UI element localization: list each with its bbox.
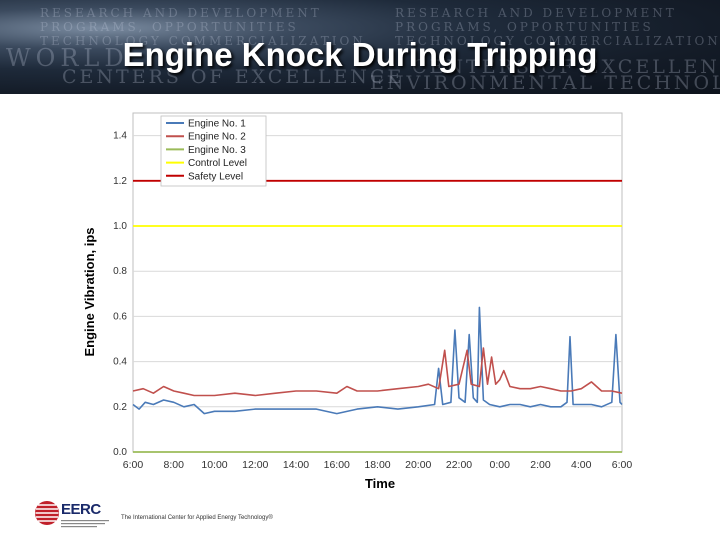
x-tick-label: 2:00 (530, 459, 551, 471)
y-tick-label: 0.0 (113, 447, 127, 458)
slide-title: Engine Knock During Tripping (122, 36, 598, 73)
footer-tagline: The International Center for Applied Ene… (121, 515, 273, 521)
x-tick-label: 6:00 (123, 459, 144, 471)
series-line-2 (132, 347, 623, 397)
eerc-globe-icon (35, 501, 59, 525)
banner-ghost-text: TECHNOLOGY COMMERCIALIZATION (40, 34, 366, 48)
y-axis-label: Engine Vibration, ips (82, 227, 97, 356)
banner-ghost-text: CENTERS OF EXCELLENCE (62, 66, 405, 88)
banner-ghost-text: RESEARCH AND DEVELOPMENT (40, 6, 322, 20)
banner-ghost-text: PROGRAMS, OPPORTUNITIES (40, 20, 299, 34)
banner-ghost-text: PROGRAMS, OPPORTUNITIES (395, 20, 654, 34)
legend-box (160, 115, 267, 187)
legend-entry: Control Level (188, 158, 247, 169)
x-tick-labels: 6:00 8:00 10:00 12:00 14:00 16:00 18:00 20:00 22… (123, 459, 633, 471)
x-tick-label: 12:00 (242, 459, 268, 471)
x-tick-label: 8:00 (164, 459, 185, 471)
x-tick-label: 14:00 (283, 459, 309, 471)
banner-ghost-text: ENVIRONMENTAL TECHNOLOGIES (370, 72, 720, 94)
x-tick-label: 20:00 (405, 459, 431, 471)
y-tick-label: 1.0 (113, 221, 127, 232)
banner-ghost-text: RESEARCH AND DEVELOPMENT (395, 6, 677, 20)
banner-ghost-text: WORLD (6, 44, 129, 72)
legend-entry: Engine No. 3 (188, 145, 246, 156)
x-tick-label: 22:00 (446, 459, 472, 471)
x-tick-label: 0:00 (490, 459, 511, 471)
x-axis-label: Time (365, 476, 395, 491)
banner-ghost-text: TECHNOLOGY COMMERCIALIZATION (395, 34, 720, 48)
x-tick-label: 16:00 (324, 459, 350, 471)
x-tick-label: 4:00 (571, 459, 592, 471)
y-tick-label: 0.4 (113, 357, 127, 368)
x-tick-label: 18:00 (364, 459, 390, 471)
legend-entry: Engine No. 2 (188, 132, 246, 143)
logo-fine-print-icon (61, 520, 109, 528)
y-tick-labels: 0.0 0.2 0.4 0.6 0.8 1.0 1.2 1.4 (113, 131, 127, 458)
header-banner: RESEARCH AND DEVELOPMENT PROGRAMS, OPPOR… (0, 0, 720, 94)
series-line-1 (132, 306, 623, 415)
eerc-logo-text: EERC (61, 501, 101, 518)
y-tick-label: 0.6 (113, 311, 127, 322)
y-tick-label: 0.2 (113, 402, 127, 413)
banner-ghost-text: CENTERS OF EXCELLENCE (412, 56, 720, 78)
y-tick-label: 1.4 (113, 131, 127, 142)
x-tick-label: 6:00 (612, 459, 633, 471)
x-tick-label: 10:00 (201, 459, 227, 471)
legend-entry: Safety Level (188, 171, 243, 182)
vibration-chart: 0.0 0.2 0.4 0.6 0.8 1.0 1.2 1.4 6:00 8:00 10:00 12… (82, 112, 633, 491)
y-tick-label: 0.8 (113, 266, 127, 277)
y-tick-label: 1.2 (113, 176, 127, 187)
legend-entry: Engine No. 1 (188, 119, 246, 130)
legend: Engine No. 1 Engine No. 2 Engine No. 3 Cont… (160, 115, 267, 187)
